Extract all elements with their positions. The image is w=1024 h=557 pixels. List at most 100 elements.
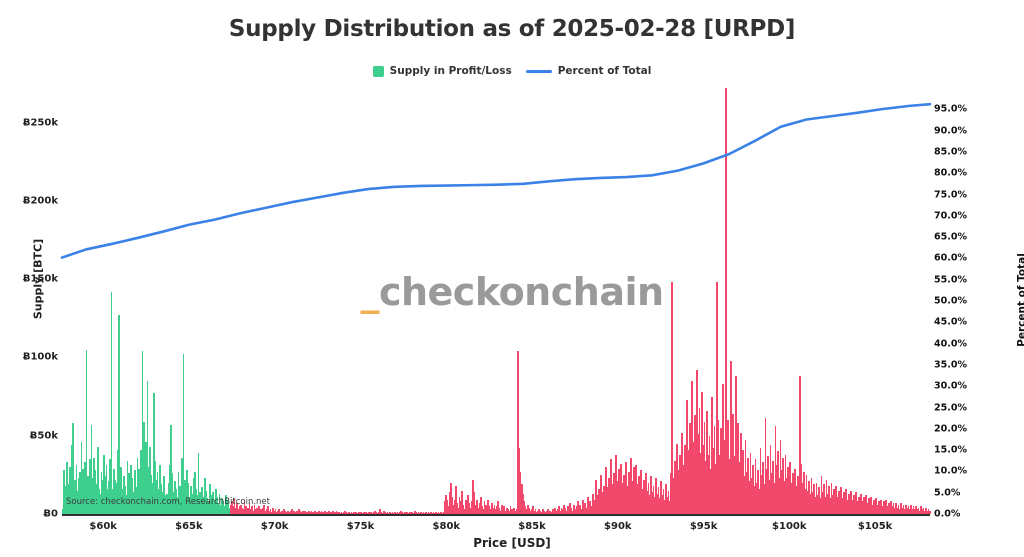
legend-item-percent[interactable]: Percent of Total — [525, 65, 651, 77]
bar — [292, 512, 294, 514]
bar — [384, 512, 386, 514]
bar — [893, 507, 896, 514]
bar — [785, 477, 788, 514]
legend-item-supply[interactable]: Supply in Profit/Loss — [372, 65, 512, 77]
bar — [702, 445, 705, 514]
bar — [438, 513, 441, 514]
bar — [833, 488, 835, 514]
bar — [805, 474, 808, 514]
bar — [665, 484, 667, 514]
bar — [65, 462, 68, 514]
bar — [605, 467, 608, 514]
bar — [197, 452, 200, 514]
bar — [405, 513, 407, 514]
bar — [777, 451, 779, 514]
bar — [326, 512, 329, 514]
bar — [922, 507, 925, 514]
bar — [861, 501, 864, 514]
bar — [361, 513, 364, 514]
bar — [842, 492, 845, 514]
bar — [366, 513, 369, 514]
bar — [186, 470, 189, 514]
bar — [556, 509, 559, 514]
bar — [558, 506, 560, 514]
bar — [205, 490, 207, 514]
bar — [522, 493, 524, 514]
bar — [709, 468, 712, 514]
bar — [905, 504, 907, 514]
bar — [675, 484, 677, 514]
bar — [639, 492, 641, 514]
bar — [437, 512, 440, 514]
bar — [597, 488, 600, 514]
bar — [335, 510, 338, 514]
bar — [454, 485, 457, 514]
bar — [865, 495, 868, 514]
bar — [91, 477, 94, 514]
bar — [481, 506, 483, 514]
bar — [543, 510, 546, 514]
bar — [794, 468, 797, 514]
bar — [839, 499, 841, 514]
bar — [888, 507, 891, 514]
bar — [255, 507, 258, 514]
bar — [620, 463, 623, 514]
bar — [268, 510, 271, 514]
bar — [903, 509, 906, 514]
bar — [294, 512, 297, 514]
bar — [83, 482, 85, 514]
bar — [260, 510, 263, 514]
bar — [616, 481, 619, 514]
bar — [653, 496, 656, 514]
bar — [396, 512, 399, 514]
bar — [721, 465, 723, 514]
bar — [655, 477, 657, 514]
bar — [389, 512, 391, 514]
bar — [502, 509, 504, 514]
bar — [142, 421, 145, 514]
bar — [318, 510, 320, 514]
bar — [300, 512, 303, 514]
bar — [236, 503, 238, 514]
bar — [237, 509, 240, 514]
bar — [757, 470, 759, 514]
bar — [877, 501, 880, 514]
bar — [727, 420, 730, 514]
bar — [573, 504, 575, 514]
bar — [584, 503, 587, 514]
bar — [864, 504, 866, 514]
bar — [464, 499, 467, 514]
bar — [303, 512, 306, 514]
bar — [479, 496, 482, 514]
bar — [441, 513, 444, 514]
bar — [202, 496, 205, 514]
bar — [915, 506, 917, 514]
bar — [913, 509, 916, 514]
bar — [75, 465, 78, 514]
bar — [426, 513, 429, 514]
bar — [222, 501, 225, 514]
x-axis-tick: $95k — [689, 521, 718, 532]
bar — [837, 490, 840, 514]
bar — [182, 354, 185, 514]
bar — [798, 492, 800, 514]
bar — [799, 376, 802, 514]
bar — [574, 509, 577, 514]
bar — [631, 481, 634, 514]
bar — [145, 441, 148, 514]
bar — [447, 506, 450, 514]
bar — [105, 465, 108, 514]
bar — [257, 510, 260, 514]
bar — [743, 476, 746, 514]
bar — [100, 471, 103, 514]
bar — [459, 501, 462, 514]
bar — [410, 513, 412, 514]
bar — [711, 396, 713, 514]
bar — [586, 496, 589, 514]
bar — [691, 380, 694, 514]
bar — [155, 479, 158, 514]
bar — [374, 510, 376, 514]
bar — [606, 487, 609, 514]
y-axis-right-tick: 75.0% — [934, 189, 967, 200]
